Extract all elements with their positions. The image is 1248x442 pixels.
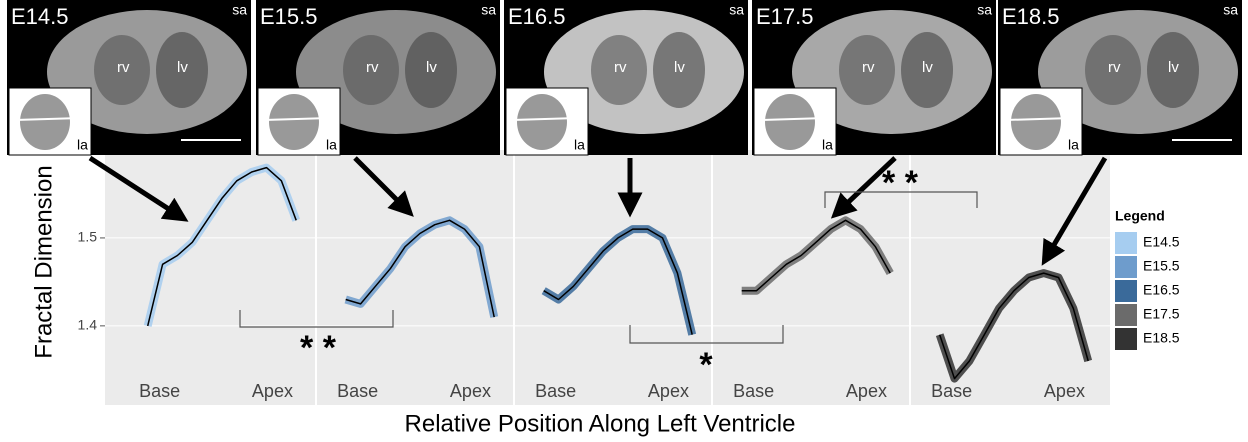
inset-cut bbox=[263, 117, 331, 121]
ct-image: E17.5 sa rv lv la bbox=[752, 0, 996, 156]
image-label-la: la bbox=[77, 137, 88, 153]
arrow bbox=[88, 155, 189, 222]
x-tick-label: Base bbox=[733, 381, 774, 401]
arrow bbox=[830, 156, 897, 219]
series-line bbox=[146, 166, 297, 327]
legend-swatch bbox=[1115, 304, 1137, 326]
image-label-la: la bbox=[1068, 137, 1079, 153]
series-line bbox=[543, 228, 693, 335]
legend-label: E14.5 bbox=[1143, 234, 1180, 250]
x-tick-label: Apex bbox=[1044, 381, 1085, 401]
legend-swatch bbox=[1115, 256, 1137, 278]
image-label-rv: rv bbox=[614, 59, 627, 76]
x-tick-label: Apex bbox=[846, 381, 887, 401]
inset-heart bbox=[765, 94, 815, 150]
ct-image: E16.5 sa rv lv la bbox=[504, 0, 748, 156]
x-tick-label: Base bbox=[931, 381, 972, 401]
plot-background bbox=[105, 150, 1110, 405]
y-axis-label: Fractal Dimension bbox=[30, 165, 57, 358]
image-label-rv: rv bbox=[366, 59, 379, 76]
image-stage-label: E16.5 bbox=[508, 4, 566, 29]
ventricle bbox=[591, 35, 647, 105]
significance-bracket bbox=[239, 310, 394, 328]
image-label-sa: sa bbox=[729, 2, 744, 18]
legend-swatch bbox=[1115, 232, 1137, 254]
inset-heart bbox=[20, 94, 70, 150]
image-label-lv: lv bbox=[1168, 59, 1179, 76]
ventricle bbox=[405, 32, 457, 108]
significance-bracket bbox=[629, 325, 784, 344]
arrow bbox=[1041, 156, 1108, 266]
inset-cut bbox=[1005, 117, 1073, 121]
image-label-lv: lv bbox=[177, 59, 188, 76]
image-label-la: la bbox=[822, 137, 833, 153]
inset-heart bbox=[517, 94, 567, 150]
inset-cut bbox=[14, 117, 82, 121]
image-label-sa: sa bbox=[977, 2, 992, 18]
legend-swatch bbox=[1115, 328, 1137, 350]
image-label-lv: lv bbox=[922, 59, 933, 76]
series-line bbox=[345, 219, 495, 318]
image-stage-label: E17.5 bbox=[756, 4, 814, 29]
x-tick-label: Base bbox=[535, 381, 576, 401]
x-tick-label: Base bbox=[337, 381, 378, 401]
ventricle bbox=[653, 32, 705, 108]
ventricle bbox=[156, 32, 208, 108]
significance-label: * * bbox=[300, 329, 337, 367]
y-tick-label: 1.5 bbox=[78, 229, 98, 245]
ventricle bbox=[94, 35, 150, 105]
image-stage-label: E15.5 bbox=[260, 4, 318, 29]
inset-heart bbox=[1011, 94, 1061, 150]
legend-label: E17.5 bbox=[1143, 306, 1180, 322]
ventricle bbox=[901, 32, 953, 108]
y-tick-label: 1.4 bbox=[78, 317, 98, 333]
image-stage-label: E14.5 bbox=[11, 4, 69, 29]
x-tick-label: Apex bbox=[450, 381, 491, 401]
x-axis-label: Relative Position Along Left Ventricle bbox=[405, 410, 796, 437]
legend-swatch bbox=[1115, 280, 1137, 302]
significance-label: * * bbox=[882, 164, 919, 202]
ventricle bbox=[1085, 35, 1141, 105]
image-label-lv: lv bbox=[426, 59, 437, 76]
image-label-la: la bbox=[574, 137, 585, 153]
series-line bbox=[741, 219, 891, 292]
x-tick-label: Apex bbox=[648, 381, 689, 401]
arrow bbox=[353, 156, 414, 217]
ct-image: E18.5 sa rv lv la bbox=[998, 0, 1242, 156]
x-tick-label: Base bbox=[139, 381, 180, 401]
inset-heart bbox=[269, 94, 319, 150]
ventricle bbox=[1147, 32, 1199, 108]
inset-cut bbox=[511, 117, 579, 121]
significance-bracket bbox=[824, 191, 978, 208]
image-label-rv: rv bbox=[1108, 59, 1121, 76]
ct-image: E15.5 sa rv lv la bbox=[256, 0, 500, 156]
legend-label: E18.5 bbox=[1143, 330, 1180, 346]
image-label-sa: sa bbox=[232, 2, 247, 18]
image-label-sa: sa bbox=[1223, 2, 1238, 18]
ct-image: E14.5 sa rv lv la bbox=[7, 0, 251, 156]
image-label-rv: rv bbox=[117, 59, 130, 76]
legend-title: Legend bbox=[1115, 208, 1165, 224]
x-tick-label: Apex bbox=[252, 381, 293, 401]
image-stage-label: E18.5 bbox=[1002, 4, 1060, 29]
legend-label: E15.5 bbox=[1143, 258, 1180, 274]
image-label-rv: rv bbox=[862, 59, 875, 76]
ventricle bbox=[343, 35, 399, 105]
image-label-la: la bbox=[326, 137, 337, 153]
significance-label: * bbox=[699, 346, 713, 384]
image-label-lv: lv bbox=[674, 59, 685, 76]
legend-label: E16.5 bbox=[1143, 282, 1180, 298]
inset-cut bbox=[759, 117, 827, 121]
image-label-sa: sa bbox=[481, 2, 496, 18]
series-line bbox=[938, 272, 1089, 380]
ventricle bbox=[839, 35, 895, 105]
